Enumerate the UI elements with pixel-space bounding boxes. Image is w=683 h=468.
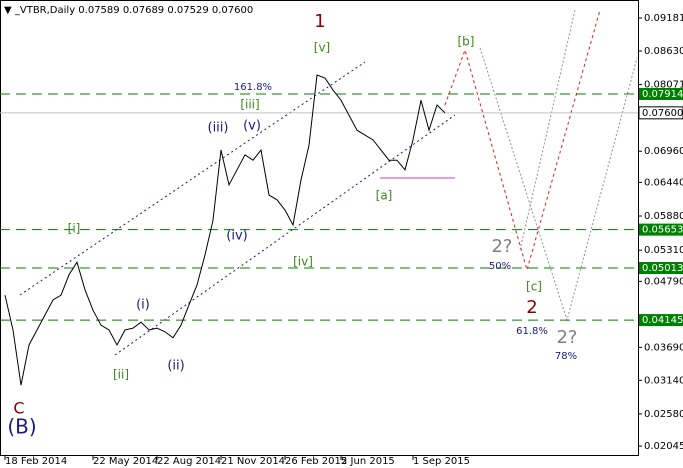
wave-label: (iii) <box>208 121 229 136</box>
wave-label: (B) <box>7 415 36 439</box>
x-tick-label: 22 May 2014 <box>93 456 158 467</box>
channel-lower <box>114 114 456 356</box>
wave-label: [a] <box>376 189 393 203</box>
wave-label: (v) <box>243 119 261 134</box>
wave-label: (iv) <box>226 229 247 244</box>
y-tick-label: 0.03140 <box>644 375 683 386</box>
y-tick-label: 0.04790 <box>644 276 683 287</box>
forecast-alt <box>519 9 576 251</box>
y-tick-label: 0.08071 <box>644 80 683 91</box>
y-tick-label: 0.02045 <box>644 441 683 452</box>
level-label: 0.05013 <box>642 263 683 274</box>
x-tick-label: 21 Nov 2014 <box>221 456 285 467</box>
x-tick-label: 18 Feb 2014 <box>5 456 67 467</box>
wave-label: (ii) <box>167 359 184 374</box>
forecast-main <box>444 9 601 272</box>
level-label: 0.07914 <box>642 89 683 100</box>
level-label: 0.04145 <box>642 315 683 326</box>
wave-label: [iii] <box>240 98 259 112</box>
plot-frame <box>0 0 639 456</box>
wave-label: [v] <box>314 41 330 55</box>
level-label-box <box>639 223 683 236</box>
y-tick-label: 0.03690 <box>644 342 683 353</box>
current-price-box <box>638 106 683 120</box>
x-tick-label: 2 Jun 2015 <box>341 456 395 467</box>
level-label-box <box>639 87 683 100</box>
level-label-box <box>639 262 683 275</box>
x-tick-label: 22 Aug 2014 <box>157 456 221 467</box>
y-tick-label: 0.08630 <box>644 46 683 57</box>
wave-label: [ii] <box>113 368 129 382</box>
wave-label: 1 <box>314 11 325 32</box>
wave-label: [b] <box>458 35 475 49</box>
x-tick-label: 26 Feb 2015 <box>285 456 347 467</box>
y-tick-label: 0.02580 <box>644 409 683 420</box>
wave-label: 2? <box>556 327 577 348</box>
y-tick-label: 0.06440 <box>644 177 683 188</box>
wave-label: 2? <box>491 236 512 257</box>
price-line <box>4 74 446 386</box>
y-tick-label: 0.06960 <box>644 146 683 157</box>
wave-label: [iv] <box>293 255 313 269</box>
wave-label: 2 <box>526 297 537 318</box>
wave-label: [c] <box>526 280 542 294</box>
channel-upper <box>19 61 366 296</box>
level-label: 0.05653 <box>642 225 683 236</box>
wave-label: 161.8% <box>234 82 272 93</box>
wave-label: C <box>13 399 24 418</box>
current-price-label: 0.07600 <box>642 108 683 119</box>
wave-label: 61.8% <box>516 326 548 337</box>
wave-label: (i) <box>136 298 150 313</box>
level-label-box <box>639 314 683 327</box>
x-tick-label: 1 Sep 2015 <box>413 456 470 467</box>
chart-title: ▼ _VTBR,Daily 0.07589 0.07689 0.07529 0.… <box>4 5 253 16</box>
wave-label: 78% <box>555 351 577 362</box>
y-tick-label: 0.05880 <box>644 211 683 222</box>
y-tick-label: 0.09181 <box>644 13 683 24</box>
wave-label: 50% <box>489 261 511 272</box>
y-tick-label: 0.05310 <box>644 245 683 256</box>
wave-label: [i] <box>68 222 81 236</box>
